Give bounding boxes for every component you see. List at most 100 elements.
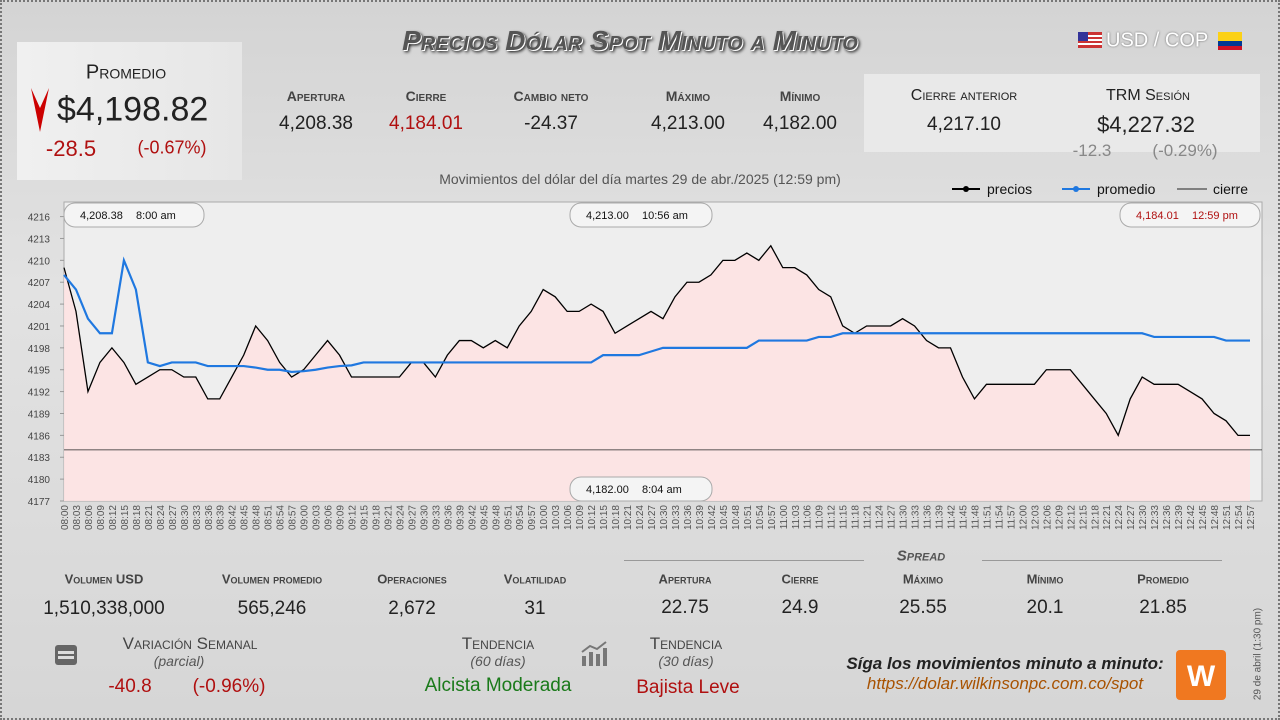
x-tick-label: 09:51 [503,505,514,530]
x-tick-label: 12:33 [1150,505,1161,530]
x-tick-label: 10:09 [575,505,586,530]
x-tick-label: 09:54 [515,505,526,530]
y-tick-label: 4198 [28,344,51,355]
x-tick-label: 08:48 [252,505,263,530]
x-tick-label: 08:36 [204,505,215,530]
promedio-change: -28.5 [45,136,97,161]
promedio-label: Promedio [85,61,167,84]
x-tick-label: 11:30 [899,505,910,530]
x-tick-label: 11:21 [863,505,874,530]
legend-dot [963,186,969,192]
x-tick-label: 10:24 [635,505,646,530]
footer-url[interactable]: https://dolar.wilkinsonpc.com.co/spot [866,674,1144,693]
stat-label: Mínimo [779,88,821,104]
volume-value: 1,510,338,000 [43,598,165,619]
x-tick-label: 12:18 [1090,505,1101,530]
prev-box [864,74,1260,152]
y-tick-label: 4195 [28,366,51,377]
x-tick-label: 12:09 [1054,505,1065,530]
x-tick-label: 11:51 [982,505,993,530]
x-tick-label: 12:00 [1018,505,1029,530]
footer-date: 29 de abril (1:30 pm) [1252,607,1264,701]
x-tick-label: 12:30 [1138,505,1149,530]
x-tick-label: 08:12 [108,505,119,530]
annotation-value: 4,208.38 [80,210,123,222]
series-line [63,244,1250,437]
x-tick-label: 11:36 [923,505,934,530]
volume-label: Volumen promedio [221,571,323,587]
x-tick-label: 08:57 [288,505,299,530]
x-tick-label: 09:27 [407,505,418,530]
x-tick-label: 12:12 [1066,505,1077,530]
x-tick-label: 11:39 [935,505,946,530]
y-tick-label: 4183 [28,453,51,464]
promedio-change-pct: (-0.67%) [137,137,207,158]
volume-label: Operaciones [377,571,447,587]
x-tick-label: 08:06 [84,505,95,530]
footer-text: Síga los movimientos minuto a minuto: [846,654,1164,673]
x-tick-label: 12:03 [1030,505,1041,530]
x-tick-label: 12:48 [1210,505,1221,530]
prev-label: Cierre anterior [910,87,1018,104]
weekly-change-pct: (-0.96%) [192,676,266,697]
x-tick-label: 12:24 [1114,505,1125,530]
annotation-time: 10:56 am [642,210,688,222]
x-tick-label: 12:51 [1222,505,1233,530]
title: Precios Dólar Spot Minuto a Minuto [402,25,858,56]
x-tick-label: 12:27 [1126,505,1137,530]
volume-value: 31 [524,598,546,619]
x-tick-label: 09:48 [491,505,502,530]
spread-label: Máximo [902,571,944,587]
spread-rule [624,560,864,561]
spread-label: Promedio [1137,571,1189,587]
y-tick-label: 4207 [28,278,51,289]
annotation-time: 8:00 am [136,210,176,222]
spread-value: 21.85 [1139,597,1187,618]
trend-icon [581,641,607,666]
x-tick-label: 08:09 [96,505,107,530]
y-tick-label: 4201 [28,322,51,333]
trend30-sub: (30 días) [658,653,714,669]
x-tick-label: 09:30 [419,505,430,530]
legend-dot [1073,186,1079,192]
x-tick-label: 10:27 [647,505,658,530]
x-tick-label: 08:18 [132,505,143,530]
x-tick-label: 09:06 [324,505,335,530]
trm-value: $4,227.32 [1097,112,1195,137]
spread-label: Mínimo [1026,571,1064,587]
x-tick-label: 11:15 [839,505,850,530]
y-tick-label: 4192 [28,388,51,399]
promedio-box [17,42,242,180]
x-tick-label: 11:24 [875,505,886,530]
spread-label: Apertura [658,571,712,587]
chart-title: Movimientos del dólar del día martes 29 … [439,171,841,187]
x-tick-label: 12:06 [1042,505,1053,530]
spread-label: Cierre [781,571,819,587]
svg-text:W: W [1187,660,1216,693]
weekly-label: Variación Semanal [122,634,258,653]
x-tick-label: 12:42 [1186,505,1197,530]
x-tick-label: 08:42 [228,505,239,530]
co-flag [1218,32,1242,50]
us-flag [1078,32,1102,48]
trm-label: TRM Sesión [1105,87,1191,104]
logo[interactable]: W [1176,650,1226,700]
x-tick-label: 11:45 [958,505,969,530]
pair: USD / COP [1106,29,1209,52]
x-tick-label: 08:39 [216,505,227,530]
x-tick-label: 09:33 [431,505,442,530]
x-tick-label: 08:15 [120,505,131,530]
trend60-label: Tendencia [461,634,535,653]
x-tick-label: 09:24 [395,505,406,530]
x-tick-label: 12:15 [1078,505,1089,530]
y-tick-label: 4189 [28,409,51,420]
weekly-change: -40.8 [108,676,152,697]
annotation-box [569,476,713,502]
x-tick-label: 11:06 [803,505,814,530]
stat-label: Máximo [665,88,711,104]
x-tick-label: 12:45 [1198,505,1209,530]
y-tick-label: 4177 [28,497,51,508]
volume-value: 2,672 [388,598,436,619]
